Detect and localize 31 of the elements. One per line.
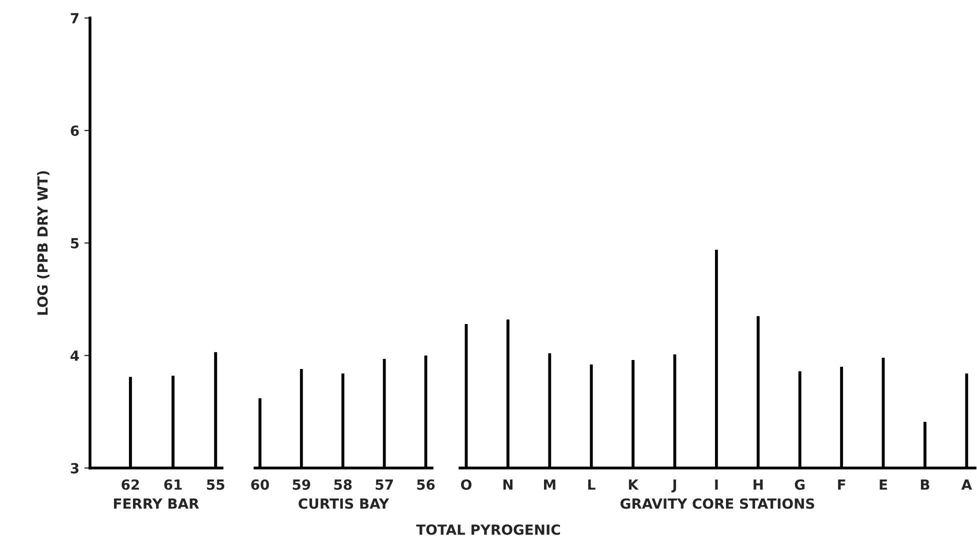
x-tick-label: L xyxy=(588,480,596,490)
x-tick-label: B xyxy=(920,480,930,490)
x-tick-label: 62 xyxy=(122,479,139,490)
x-tick-label: K xyxy=(628,480,639,490)
x-tick-label: I xyxy=(715,480,718,490)
x-tick-label: 57 xyxy=(376,480,393,490)
y-tick-label: 4 xyxy=(70,350,79,361)
y-tick-label: 6 xyxy=(70,125,79,136)
x-axis-title: CURTIS BAY xyxy=(298,498,390,509)
x-axis-title: GRAVITY CORE STATIONS xyxy=(620,498,814,509)
x-tick-label: A xyxy=(961,480,972,490)
x-tick-label: 55 xyxy=(207,480,224,490)
x-axis-title: FERRY BAR xyxy=(114,498,199,509)
x-tick-label: E xyxy=(880,480,887,490)
x-tick-label: F xyxy=(838,480,846,490)
x-tick-label: 60 xyxy=(251,479,269,490)
y-axis-title: LOG (PPB DRY WT) xyxy=(37,171,50,315)
x-tick-label: G xyxy=(794,479,805,490)
y-tick-label: 7 xyxy=(70,13,78,24)
y-tick-label: 5 xyxy=(70,238,79,248)
x-tick-label: 61 xyxy=(164,479,182,490)
x-tick-label: M xyxy=(544,480,556,490)
y-tick-label: 3 xyxy=(70,462,78,474)
text: TOTAL PYROGENIC xyxy=(416,524,560,535)
x-tick-label: J xyxy=(671,480,676,492)
x-tick-label: N xyxy=(503,480,512,490)
x-tick-label: 56 xyxy=(417,479,435,490)
x-tick-label: O xyxy=(461,479,472,490)
x-tick-label: 59 xyxy=(292,479,310,490)
x-tick-label: 58 xyxy=(334,479,352,490)
x-tick-label: H xyxy=(754,480,763,490)
